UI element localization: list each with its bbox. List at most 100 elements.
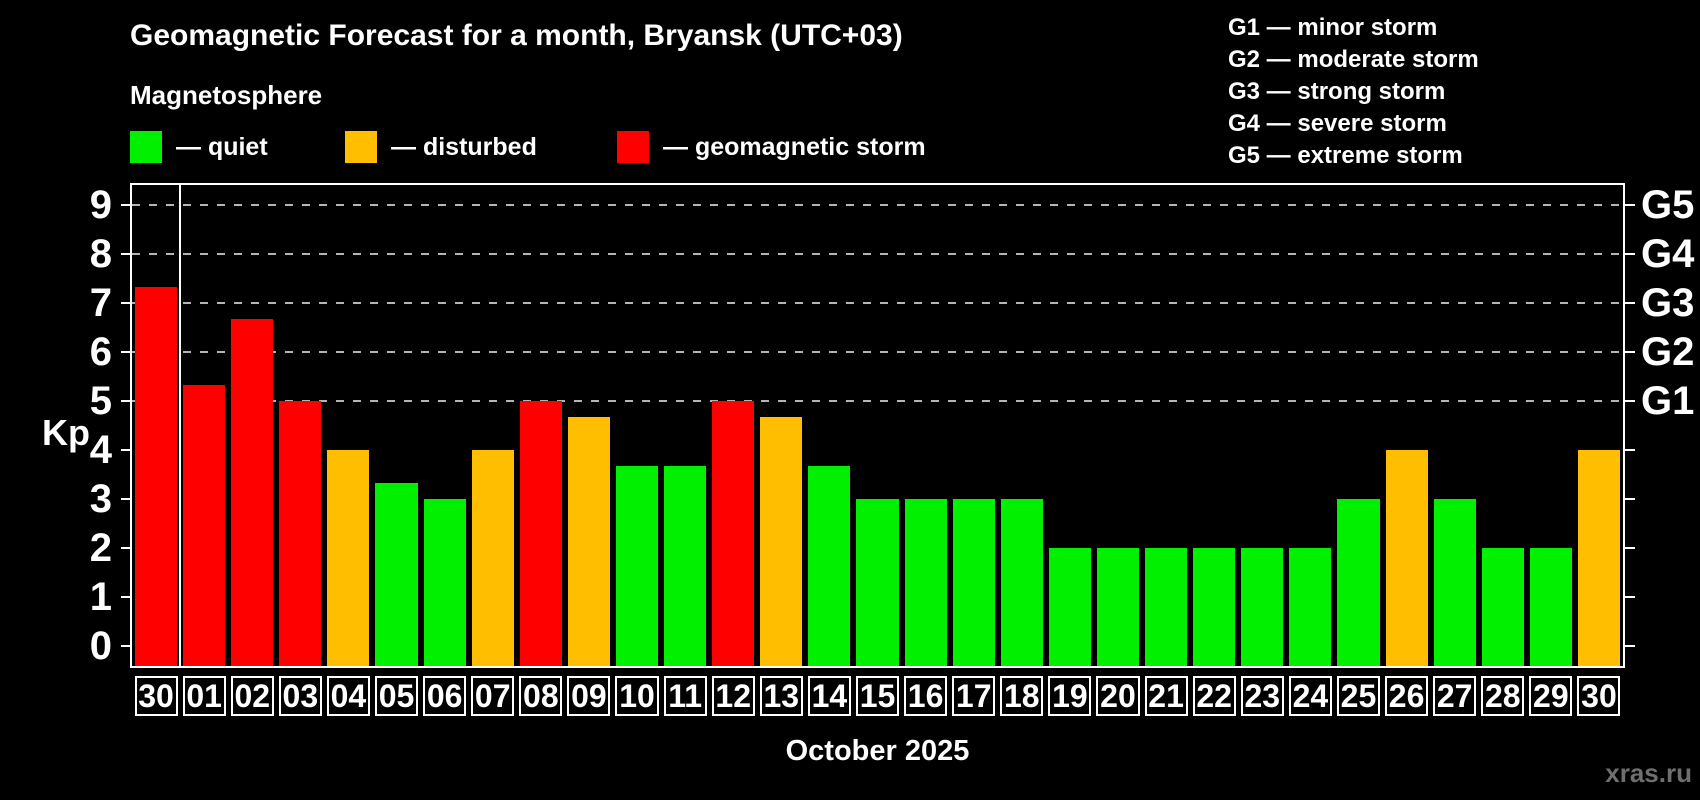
kp-bar-day-23: [1241, 548, 1284, 666]
y-tick-label-7: 7: [89, 280, 112, 325]
gridline-kp7: [132, 301, 1623, 304]
kp-bar-day-25: [1337, 499, 1380, 666]
y-tick-label-2: 2: [89, 526, 112, 571]
kp-bar-day-04: [327, 450, 370, 666]
xras-watermark: xras.ru: [1605, 758, 1692, 788]
kp-bar-day-18: [1000, 499, 1043, 666]
y-tick-label-5: 5: [89, 378, 112, 423]
kp-bar-day-28: [1481, 548, 1524, 666]
y-axis-title: Kp: [42, 412, 90, 453]
g3-legend-line: G3 — strong storm: [1228, 78, 1446, 105]
g1-legend-line: G1 — minor storm: [1228, 14, 1438, 41]
right-axis-tick-4: [1625, 449, 1635, 452]
storm-color-swatch: [617, 131, 649, 163]
day-label-16: 16: [904, 676, 948, 716]
y-axis-tick-4: [121, 449, 130, 452]
y-tick-label-1: 1: [89, 575, 112, 620]
y-tick-label-4: 4: [89, 428, 112, 473]
kp-bar-day-26: [1385, 450, 1428, 666]
kp-bar-day-07: [471, 450, 514, 666]
disturbed-color-swatch: [345, 131, 377, 163]
day-label-03: 03: [278, 676, 322, 716]
y-axis-tick-8: [121, 252, 130, 255]
day-label-04: 04: [326, 676, 370, 716]
right-axis-tick-0: [1625, 645, 1635, 648]
kp-bar-day-19: [1048, 548, 1091, 666]
y-tick-label-0: 0: [89, 624, 112, 669]
y-axis-tick-5: [121, 399, 130, 402]
day-label-01: 01: [182, 676, 226, 716]
day-label-15: 15: [855, 676, 900, 716]
right-axis-tick-6: [1625, 350, 1635, 353]
day-label-23: 23: [1240, 676, 1284, 716]
day-label-30: 30: [1577, 676, 1621, 716]
right-axis-tick-7: [1625, 301, 1635, 304]
gridline-kp8: [132, 252, 1623, 255]
gridline-kp6: [132, 350, 1623, 353]
y-tick-label-6: 6: [89, 329, 112, 374]
day-label-13: 13: [759, 676, 803, 716]
kp-bar-day-16: [904, 499, 947, 666]
storm-legend-label: — geomagnetic storm: [663, 132, 926, 161]
y-axis-tick-9: [121, 203, 130, 206]
quiet-legend-label: — quiet: [176, 132, 268, 161]
gridline-kp5: [132, 399, 1623, 402]
right-axis-tick-2: [1625, 547, 1635, 550]
month-separator-line: [179, 185, 182, 666]
disturbed-legend-label: — disturbed: [391, 132, 537, 161]
right-axis-label-g1: G1: [1641, 378, 1695, 423]
kp-bar-day-30: [1577, 450, 1620, 666]
right-axis-tick-9: [1625, 203, 1635, 206]
chart-title: Geomagnetic Forecast for a month, Bryans…: [130, 19, 903, 52]
right-axis-label-g5: G5: [1641, 182, 1695, 227]
kp-bar-day-11: [664, 466, 707, 666]
kp-bar-day-30: [135, 286, 178, 666]
kp-bar-day-03: [279, 400, 322, 666]
plot-area: [130, 183, 1625, 668]
legend-item-quiet: — quiet: [130, 130, 268, 164]
day-label-27: 27: [1433, 676, 1477, 716]
legend-item-storm: — geomagnetic storm: [617, 130, 926, 164]
g4-legend-line: G4 — severe storm: [1228, 110, 1447, 137]
kp-bar-day-08: [519, 400, 562, 666]
g5-legend-line: G5 — extreme storm: [1228, 142, 1463, 169]
day-label-11: 11: [663, 676, 707, 716]
day-label-10: 10: [615, 676, 659, 716]
day-label-12: 12: [711, 676, 755, 716]
kp-bar-day-06: [423, 499, 466, 666]
day-label-30-prev: 30: [134, 676, 178, 716]
day-label-07: 07: [471, 676, 515, 716]
right-axis-label-g4: G4: [1641, 231, 1695, 276]
kp-bar-day-15: [856, 499, 899, 666]
x-axis-title: October 2025: [785, 735, 970, 767]
day-label-05: 05: [374, 676, 419, 716]
right-axis-label-g2: G2: [1641, 329, 1695, 374]
y-axis-tick-1: [121, 596, 130, 599]
right-axis-tick-1: [1625, 596, 1635, 599]
kp-bar-day-10: [615, 466, 659, 666]
g2-legend-line: G2 — moderate storm: [1228, 46, 1479, 73]
y-axis-tick-3: [121, 498, 130, 501]
day-label-08: 08: [519, 676, 563, 716]
kp-bar-day-17: [952, 499, 995, 666]
day-label-09: 09: [567, 676, 611, 716]
g-scale-legend: G1 — minor storm G2 — moderate storm G3 …: [1228, 12, 1479, 172]
day-label-19: 19: [1048, 676, 1092, 716]
day-label-29: 29: [1529, 676, 1573, 716]
kp-bar-day-09: [567, 417, 610, 666]
kp-bar-day-05: [375, 482, 418, 666]
y-axis-tick-7: [121, 301, 130, 304]
right-axis-tick-3: [1625, 498, 1635, 501]
day-label-25: 25: [1336, 676, 1380, 716]
kp-bar-day-27: [1433, 499, 1476, 666]
y-tick-label-9: 9: [89, 182, 112, 227]
kp-bar-day-22: [1193, 548, 1236, 666]
right-axis-tick-5: [1625, 399, 1635, 402]
kp-bar-day-14: [808, 466, 851, 666]
kp-bar-day-29: [1529, 548, 1572, 666]
kp-bar-day-21: [1145, 548, 1188, 666]
y-tick-label-8: 8: [89, 231, 112, 276]
kp-bar-day-20: [1096, 548, 1140, 666]
kp-bar-day-01: [183, 384, 226, 666]
